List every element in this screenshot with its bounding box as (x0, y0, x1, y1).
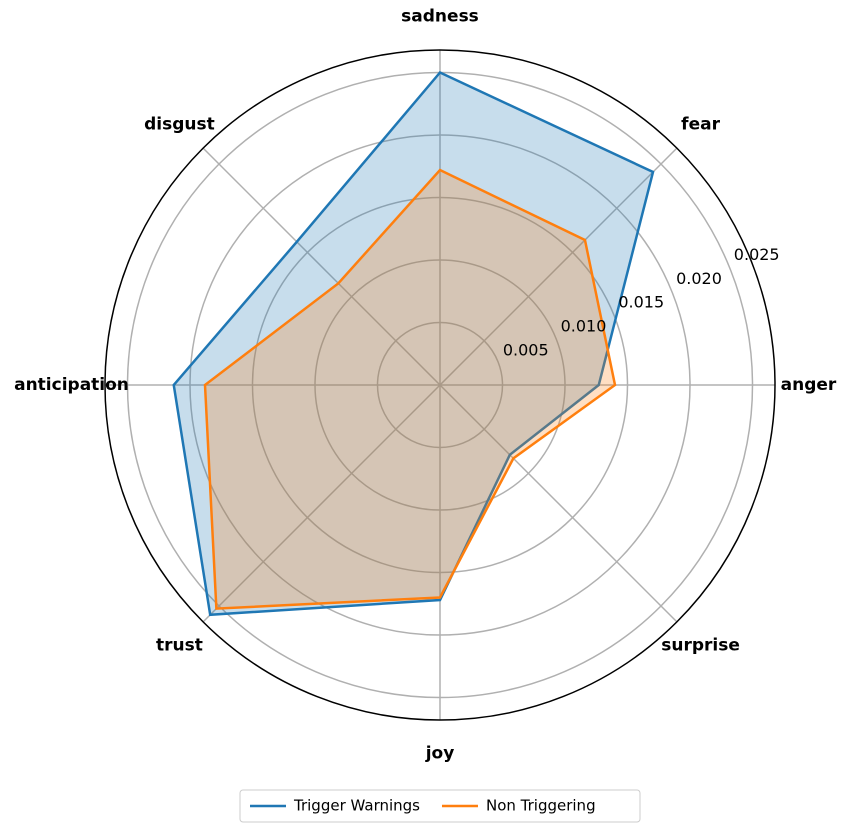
category-label: fear (681, 114, 720, 134)
legend-label: Trigger Warnings (293, 797, 420, 815)
category-label: joy (425, 744, 455, 764)
legend: Trigger Warnings Non Triggering (239, 789, 641, 823)
r-tick-label: 0.005 (503, 341, 549, 360)
legend-label: Non Triggering (486, 797, 596, 815)
series-area (173, 72, 654, 615)
spoke (202, 384, 441, 623)
category-label: anger (781, 375, 837, 395)
r-tick-label: 0.010 (561, 317, 607, 336)
spoke (439, 384, 678, 623)
r-tick-label: 0.015 (618, 293, 664, 312)
category-label: trust (156, 636, 203, 656)
category-label: surprise (661, 636, 740, 656)
spoke (439, 147, 678, 386)
series-line (172, 70, 655, 617)
category-label: disgust (144, 114, 215, 134)
series-line (203, 168, 617, 610)
category-label: sadness (401, 7, 479, 27)
legend-box (239, 789, 641, 823)
spoke (202, 147, 441, 386)
category-label: anticipation (14, 375, 129, 395)
outer-ring (104, 49, 776, 721)
r-tick-label: 0.025 (734, 245, 780, 264)
r-tick-label: 0.020 (676, 269, 722, 288)
series-area (205, 170, 615, 609)
